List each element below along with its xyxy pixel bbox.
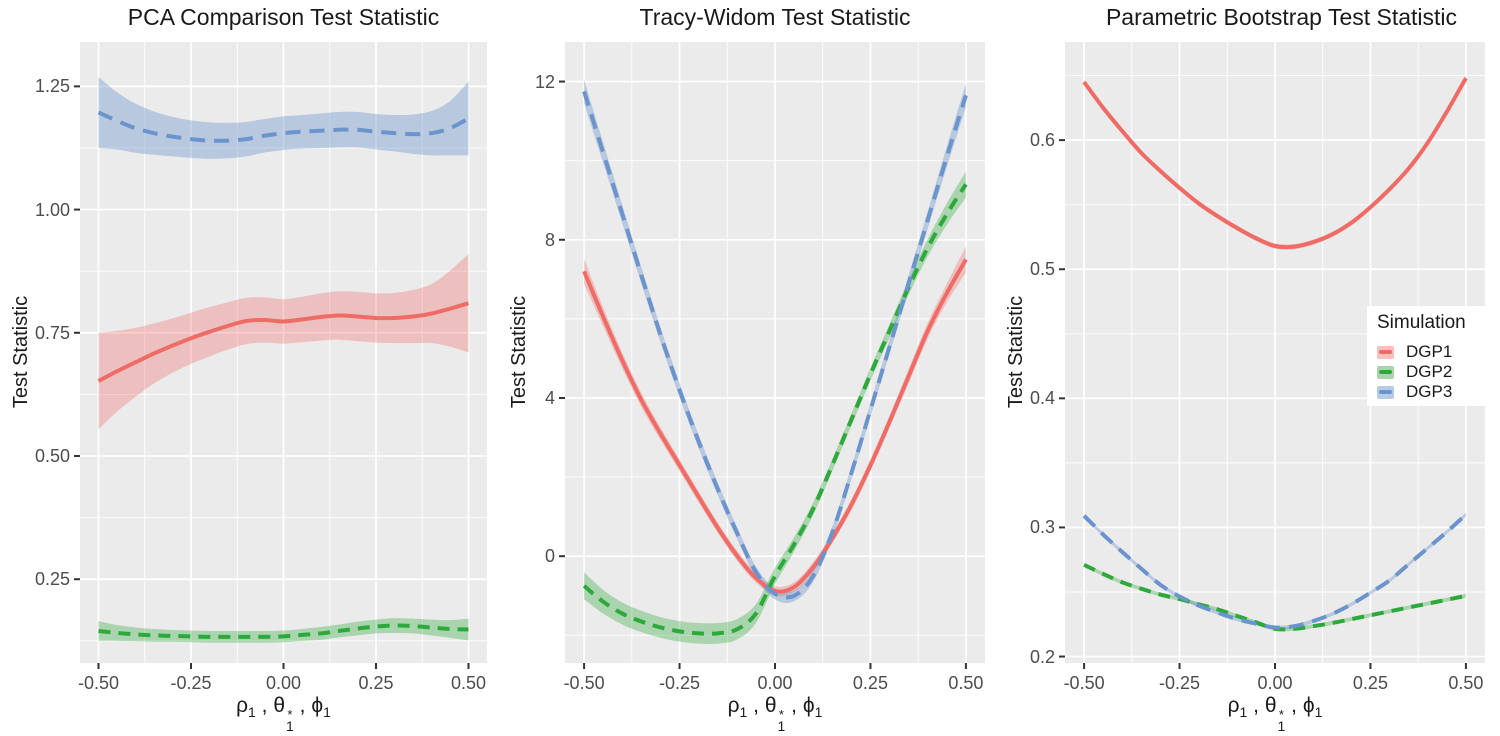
- legend-item-dgp3: DGP3: [1377, 382, 1497, 402]
- legend-key-line-green: [1379, 370, 1392, 374]
- phi-symbol: ϕ: [802, 694, 815, 717]
- panel-title-parametric-bootstrap: Parametric Bootstrap Test Statistic: [1105, 4, 1458, 30]
- y-axis-title-panel2: Test Statistic: [508, 295, 530, 409]
- legend-key-dgp2: [1377, 365, 1394, 379]
- phi-symbol: ϕ: [1302, 694, 1315, 717]
- rho-symbol: ρ: [236, 694, 249, 717]
- theta-symbol: θ: [273, 694, 286, 717]
- legend-item-dgp2: DGP2: [1377, 362, 1497, 382]
- x-axis-title-panel1: ρ1 , θ * 1 , ϕ1: [236, 694, 331, 734]
- legend-label-dgp3: DGP3: [1406, 382, 1453, 401]
- panel-title-tracy-widom: Tracy-Widom Test Statistic: [639, 4, 911, 30]
- legend-key-line-blue: [1379, 390, 1392, 394]
- rho-symbol: ρ: [727, 694, 740, 717]
- legend-key-line-red: [1379, 350, 1392, 354]
- theta-symbol: θ: [1264, 694, 1277, 717]
- legend-label-dgp1: DGP1: [1406, 342, 1453, 361]
- legend-label-dgp2: DGP2: [1406, 362, 1453, 381]
- phi-symbol: ϕ: [311, 694, 324, 717]
- panel-title-pca-comparison: PCA Comparison Test Statistic: [127, 4, 440, 30]
- legend-item-dgp1: DGP1: [1377, 342, 1497, 362]
- y-axis-title-panel1: Test Statistic: [10, 295, 32, 409]
- rho-symbol: ρ: [1227, 694, 1240, 717]
- legend-box: Simulation DGP1 DGP2 DGP3: [1367, 306, 1497, 406]
- legend-title: Simulation: [1377, 312, 1466, 333]
- theta-symbol: θ: [764, 694, 777, 717]
- legend-key-dgp3: [1377, 385, 1394, 399]
- y-axis-title-panel3: Test Statistic: [1005, 295, 1027, 409]
- x-axis-title-panel2: ρ1 , θ * 1 , ϕ1: [727, 694, 823, 734]
- x-axis-title-panel3: ρ1 , θ * 1 , ϕ1: [1227, 694, 1323, 734]
- legend-key-dgp1: [1377, 345, 1394, 359]
